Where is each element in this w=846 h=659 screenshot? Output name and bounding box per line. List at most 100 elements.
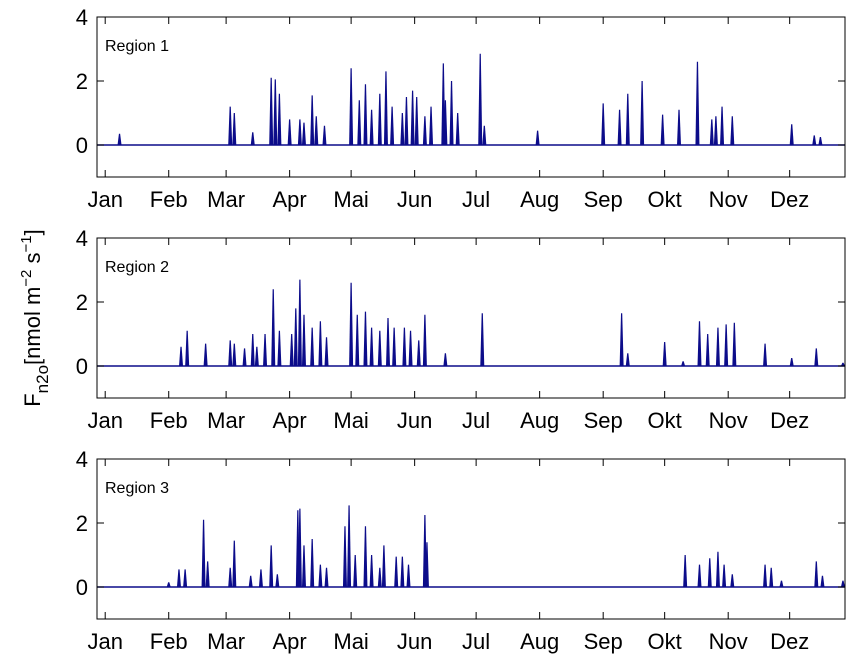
y-axis-label: Fn2o[nmol m−2 s−1]	[18, 229, 52, 407]
x-tick-label: Jul	[462, 187, 490, 212]
y-tick-label: 4	[76, 447, 88, 472]
spike	[228, 567, 233, 587]
plot-area	[97, 238, 845, 398]
spike	[250, 334, 255, 366]
spike	[709, 119, 714, 145]
spike	[324, 567, 329, 587]
spike	[455, 113, 460, 145]
spike	[677, 109, 682, 145]
spike	[625, 93, 630, 145]
y-tick-label: 4	[76, 5, 88, 30]
spike	[683, 555, 688, 587]
spike	[713, 116, 718, 145]
y-tick-label: 0	[76, 133, 88, 158]
spike	[242, 348, 247, 366]
spike	[232, 343, 237, 366]
y-axis-label-part: s	[20, 252, 45, 269]
spike	[301, 122, 306, 145]
spike	[402, 327, 407, 366]
spike	[117, 133, 122, 145]
spike	[166, 582, 171, 587]
panel: 0 2 4 Jan Feb Mar Apr Mai Jun Jul Aug Sep Okt Nov Dez R…	[76, 447, 846, 654]
spike	[625, 353, 630, 366]
y-tick-label: 2	[76, 511, 88, 536]
spike	[410, 90, 415, 145]
spike	[318, 321, 323, 366]
x-tick-label: Okt	[648, 629, 682, 654]
x-tick-label: Aug	[520, 408, 559, 433]
spike	[619, 313, 624, 366]
x-tick-label: Mar	[207, 187, 245, 212]
spike	[400, 113, 405, 145]
spike	[275, 574, 280, 587]
spike	[269, 545, 274, 587]
panel: 0 2 4 Jan Feb Mar Apr Mai Jun Jul Aug Sep Okt Nov Dez R…	[76, 5, 846, 212]
spike	[730, 116, 735, 145]
spike	[271, 289, 276, 366]
spike	[763, 564, 768, 587]
spike	[322, 125, 327, 145]
x-tick-label: Dez	[770, 629, 809, 654]
x-tick-label: Mai	[333, 629, 368, 654]
spike	[297, 279, 302, 366]
spike	[383, 71, 388, 145]
x-tick-label: Feb	[150, 408, 188, 433]
x-tick-label: Aug	[520, 629, 559, 654]
spike	[424, 542, 429, 587]
spike	[203, 343, 208, 366]
spike	[297, 508, 302, 587]
x-tick-label: Mai	[333, 408, 368, 433]
panel: 0 2 4 Jan Feb Mar Apr Mai Jun Jul Aug Sep Okt Nov Dez R…	[76, 226, 846, 433]
y-tick-label: 4	[76, 226, 88, 251]
spike	[277, 330, 282, 366]
spike	[248, 575, 253, 587]
x-tick-label: Dez	[770, 408, 809, 433]
spike	[310, 327, 315, 366]
spike	[779, 580, 784, 587]
spike	[695, 61, 700, 145]
x-tick-label: Jan	[87, 408, 122, 433]
spike	[301, 314, 306, 366]
spike	[715, 551, 720, 587]
spike	[176, 569, 181, 587]
spike	[478, 53, 483, 145]
x-tick-label: Sep	[584, 408, 623, 433]
spike	[363, 311, 368, 366]
x-tick-label: Mar	[207, 629, 245, 654]
spike	[814, 348, 819, 366]
spike	[353, 555, 358, 587]
spike	[269, 77, 274, 145]
x-tick-label: Sep	[584, 629, 623, 654]
spike	[183, 569, 188, 587]
spike	[660, 114, 665, 145]
spike	[392, 327, 397, 366]
y-tick-label: 0	[76, 575, 88, 600]
x-tick-label: Feb	[150, 629, 188, 654]
x-tick-label: Apr	[273, 629, 307, 654]
y-axis-label-part: −1	[18, 235, 35, 252]
spike	[318, 564, 323, 587]
y-axis-label-part: n2o	[33, 365, 52, 393]
x-tick-label: Nov	[709, 187, 748, 212]
spike	[422, 314, 427, 366]
y-tick-label: 0	[76, 354, 88, 379]
spike	[722, 564, 727, 587]
spike	[250, 132, 255, 145]
x-tick-label: Nov	[709, 629, 748, 654]
spike	[406, 564, 411, 587]
spike	[228, 340, 233, 366]
spike	[820, 575, 825, 587]
spike	[681, 361, 686, 366]
x-tick-label: Feb	[150, 187, 188, 212]
spike	[480, 313, 485, 366]
spike	[769, 567, 774, 587]
x-tick-label: Jun	[397, 408, 432, 433]
spike	[297, 119, 302, 145]
spike	[377, 330, 382, 366]
spike	[386, 318, 391, 366]
spike	[730, 574, 735, 587]
spike	[662, 342, 667, 366]
plot-area	[97, 459, 845, 619]
spike	[263, 334, 268, 366]
spike	[443, 353, 448, 366]
